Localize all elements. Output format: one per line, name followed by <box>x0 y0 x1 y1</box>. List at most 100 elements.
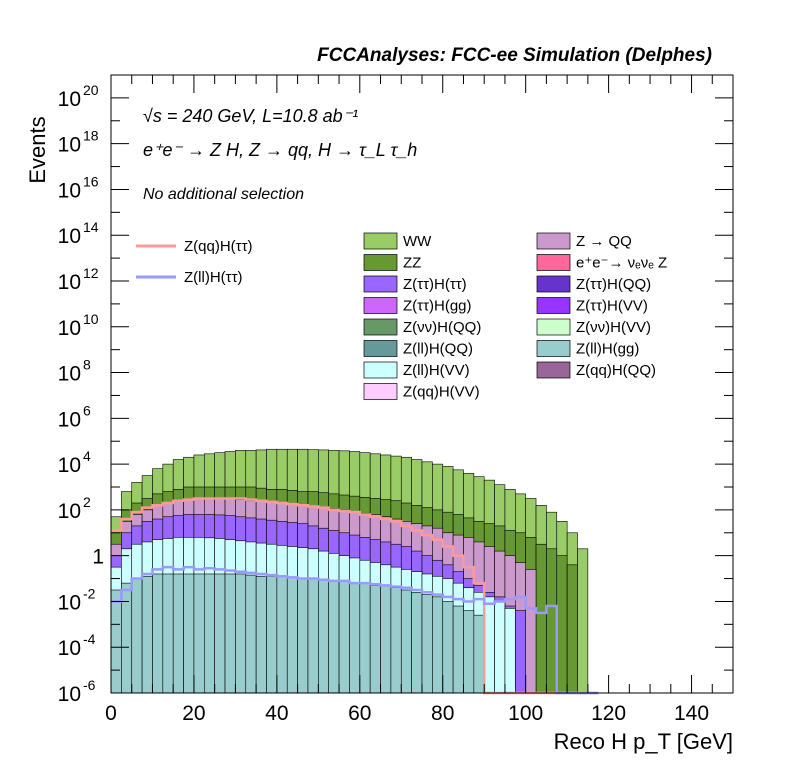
bar-zllhgg-25 <box>369 585 381 694</box>
legend-swatch <box>363 232 398 250</box>
legend-label: Z(ll)H(VV) <box>403 362 470 379</box>
y-tick-label-exponent: 10 <box>83 311 99 327</box>
legend-swatch <box>536 254 571 271</box>
bar-zllhgg-2 <box>131 578 143 694</box>
legend-signal: Z(qq)H(ττ) Z(ll)H(ττ) <box>136 238 253 286</box>
legend-swatch <box>363 254 398 271</box>
legend-swatch <box>363 340 398 357</box>
y-tick-label: 10 <box>58 591 81 614</box>
x-tick-label: 0 <box>105 702 117 725</box>
x-axis-ticks: 0 20 40 60 80 100 120 140 <box>105 75 734 725</box>
legend-label: Z(ττ)H(ττ) <box>403 276 467 293</box>
bar-zllhgg-24 <box>359 582 371 694</box>
bar-ztautau-39 <box>514 610 526 694</box>
legend-label: ZZ <box>403 255 421 272</box>
bar-zllhgg-9 <box>204 573 215 694</box>
annotation-process: e⁺e⁻ → Z H, Z → qq, H → τ_L τ_h <box>143 140 417 160</box>
legend-background: WW ZZ Z(ττ)H(ττ) Z(ττ)H(gg) Z(νν)H(QQ) Z(ll)H… <box>363 232 667 401</box>
bar-zllhgg-3 <box>141 575 153 694</box>
y-tick-label-exponent: -2 <box>83 585 96 601</box>
bar-zllhgg-31 <box>432 596 444 694</box>
y-tick-label-exponent: 18 <box>83 128 99 144</box>
bar-zllhgg-22 <box>338 580 350 694</box>
legend-label: Z(ll)H(gg) <box>576 341 639 358</box>
legend-swatch <box>536 361 571 379</box>
y-tick-label: 10 <box>58 500 81 523</box>
legend-swatch <box>536 275 571 293</box>
chart-title: FCCAnalyses: FCC-ee Simulation (Delphes) <box>317 45 712 66</box>
y-tick-label-exponent: 4 <box>83 448 91 464</box>
signal-zllhtautau-line <box>111 565 599 695</box>
signal-lines <box>111 497 599 695</box>
bar-zllhgg-19 <box>307 578 319 694</box>
bar-zllhgg-28 <box>400 589 412 694</box>
bar-zllhgg-5 <box>162 573 174 694</box>
bar-zllhgg-20 <box>318 579 330 694</box>
y-tick-label: 1 <box>92 546 104 569</box>
y-tick-label: 10 <box>58 179 81 202</box>
x-tick-label: 100 <box>508 702 543 725</box>
bar-ww-45 <box>577 548 589 694</box>
bar-zllhgg-29 <box>411 591 423 694</box>
bar-zllhgg-26 <box>380 585 392 694</box>
bar-zllhgg-34 <box>463 610 475 694</box>
y-tick-label-exponent: 12 <box>83 265 99 281</box>
legend-label: Z(ττ)H(QQ) <box>576 276 651 293</box>
legend-swatch <box>363 275 398 293</box>
bar-zllhgg-21 <box>328 580 340 694</box>
x-tick-label: 140 <box>674 702 709 725</box>
y-tick-label-exponent: -6 <box>83 677 96 693</box>
y-tick-label-exponent: 14 <box>83 219 99 235</box>
bar-zllhgg-10 <box>214 573 226 694</box>
bar-zllhgg-11 <box>224 573 236 694</box>
legend-label: Z(νν)H(QQ) <box>403 319 481 336</box>
y-tick-label: 10 <box>58 363 81 386</box>
legend-label: Z(ll)H(QQ) <box>403 341 473 358</box>
x-axis-label: Reco H p_T [GeV] <box>554 729 733 754</box>
bar-zllhgg-6 <box>172 573 184 694</box>
bar-zllhgg-14 <box>255 575 267 694</box>
bar-zllhgg-7 <box>183 573 195 694</box>
legend-signal-label: Z(qq)H(ττ) <box>184 238 253 255</box>
y-tick-label-exponent: -4 <box>83 631 96 647</box>
bar-zllhgg-30 <box>421 594 433 694</box>
legend-label: Z(qq)H(VV) <box>403 384 480 401</box>
y-tick-label: 10 <box>58 88 81 111</box>
bar-zllhgg-12 <box>235 573 247 694</box>
bar-zqq-40 <box>525 569 537 694</box>
bar-zllhgg-4 <box>152 573 164 694</box>
bar-zllhgg-8 <box>193 573 205 694</box>
legend-label: WW <box>403 233 432 250</box>
y-tick-label: 10 <box>58 637 81 660</box>
y-tick-label: 10 <box>58 683 81 706</box>
bar-zllhgg-27 <box>390 587 402 694</box>
y-tick-label: 10 <box>58 271 81 294</box>
legend-label: Z(ττ)H(gg) <box>403 298 472 315</box>
x-tick-label: 80 <box>431 702 454 725</box>
bar-zz-44 <box>566 564 578 694</box>
bar-zllhgg-35 <box>473 614 485 694</box>
bar-zllhvv-38 <box>504 608 516 694</box>
y-tick-label: 10 <box>58 317 81 340</box>
bar-zz-43 <box>556 555 568 694</box>
bar-zz-42 <box>546 548 558 694</box>
annotation-energy: √s = 240 GeV, L=10.8 ab⁻¹ <box>143 106 358 126</box>
bar-zllhgg-32 <box>442 601 454 694</box>
x-tick-label: 60 <box>348 702 371 725</box>
bar-zllhgg-23 <box>349 582 361 694</box>
y-tick-label: 10 <box>58 454 81 477</box>
legend-swatch <box>363 297 398 314</box>
legend-swatch <box>536 340 571 357</box>
y-tick-label: 10 <box>58 225 81 248</box>
bar-zllhgg-16 <box>276 575 288 694</box>
x-tick-label: 120 <box>591 702 626 725</box>
signal-zqqhtautau-line <box>111 497 599 695</box>
y-axis-label: Events <box>25 116 50 183</box>
bar-zllhgg-13 <box>245 574 257 694</box>
bar-zllhgg-1 <box>121 582 133 694</box>
x-tick-label: 40 <box>265 702 288 725</box>
bar-zz-41 <box>535 543 547 694</box>
y-tick-label: 10 <box>58 134 81 157</box>
